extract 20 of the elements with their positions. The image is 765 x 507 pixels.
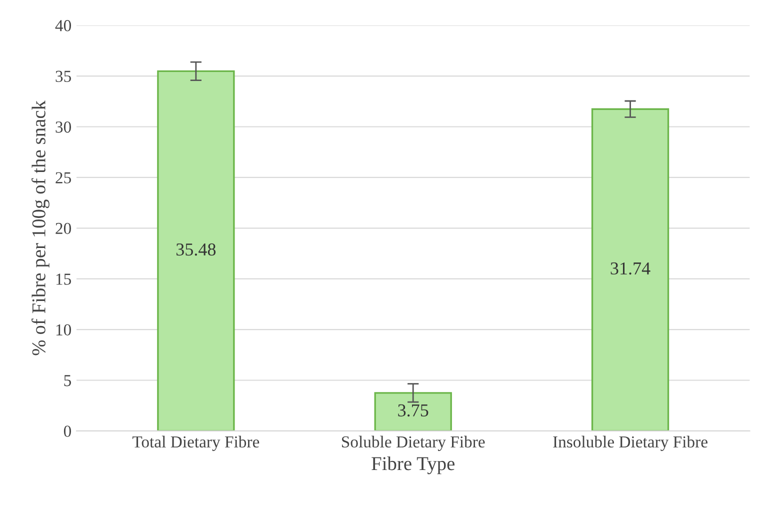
y-tick-label: 35 (56, 70, 71, 82)
y-tick-label: 15 (56, 274, 71, 285)
bar (591, 108, 670, 431)
y-tick-label: 5 (64, 375, 71, 386)
bar (157, 70, 235, 431)
x-tick-label: Total Dietary Fibre (132, 436, 260, 451)
y-tick-label: 20 (56, 222, 72, 234)
bar (374, 392, 452, 431)
y-tick-label: 30 (56, 121, 72, 133)
y-tick-label: 25 (56, 172, 71, 184)
x-tick-label: Insoluble Dietary Fibre (553, 436, 708, 451)
y-tick-label: 10 (56, 324, 72, 336)
x-tick-label: Soluble Dietary Fibre (342, 436, 485, 451)
y-tick-label: 0 (64, 426, 72, 437)
data-label: 3.75 (398, 404, 428, 417)
data-label: 31.74 (610, 262, 650, 275)
y-axis-title: % of Fibre per 100g of the snack (32, 100, 50, 356)
data-label: 35.48 (176, 243, 216, 256)
y-tick-label: 40 (55, 20, 72, 32)
x-axis-title: Fibre Type (372, 456, 455, 474)
